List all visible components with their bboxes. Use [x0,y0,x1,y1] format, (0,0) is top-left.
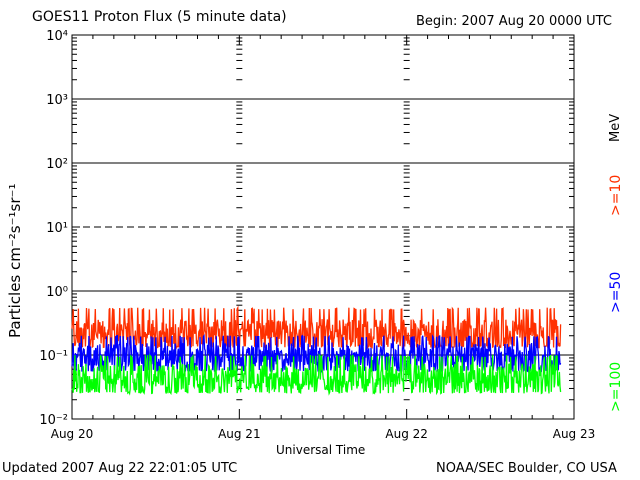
x-tick-label: Aug 21 [218,427,261,441]
chart-title: GOES11 Proton Flux (5 minute data) [32,9,287,25]
x-tick-labels: Aug 20 Aug 21 Aug 22 Aug 23 [51,427,596,441]
series-line [71,333,562,374]
y-tick-label: 10⁻¹ [39,349,68,364]
y-tick-label: 10² [46,157,68,172]
y-axis-title: Particles cm⁻²s⁻¹sr⁻¹ [6,183,24,338]
y-tick-label: 10⁻² [39,413,68,428]
x-axis-title: Universal Time [276,443,366,457]
y-tick-label: 10⁰ [46,285,68,300]
legend-series-50: >=50 [608,271,624,313]
y-tick-label: 10⁴ [46,29,68,44]
y-tick-label: 10¹ [46,221,68,236]
x-tick-label: Aug 22 [385,427,428,441]
series-line [71,305,562,350]
series-line [71,352,562,396]
legend-series-10: >=10 [608,174,624,216]
footer-updated: Updated 2007 Aug 22 22:01:05 UTC [2,461,238,476]
begin-label: Begin: 2007 Aug 20 0000 UTC [416,14,612,29]
legend-unit-mev: MeV [608,113,623,142]
footer-credit: NOAA/SEC Boulder, CO USA [436,461,617,476]
legend-series-100: >=100 [608,361,624,412]
x-tick-label: Aug 23 [553,427,596,441]
threshold-lines [72,98,574,356]
x-tick-label: Aug 20 [51,427,94,441]
y-tick-label: 10³ [46,93,68,108]
series-group [71,305,562,396]
y-tick-labels: 10⁻² 10⁻¹ 10⁰ 10¹ 10² 10³ 10⁴ [39,29,68,428]
